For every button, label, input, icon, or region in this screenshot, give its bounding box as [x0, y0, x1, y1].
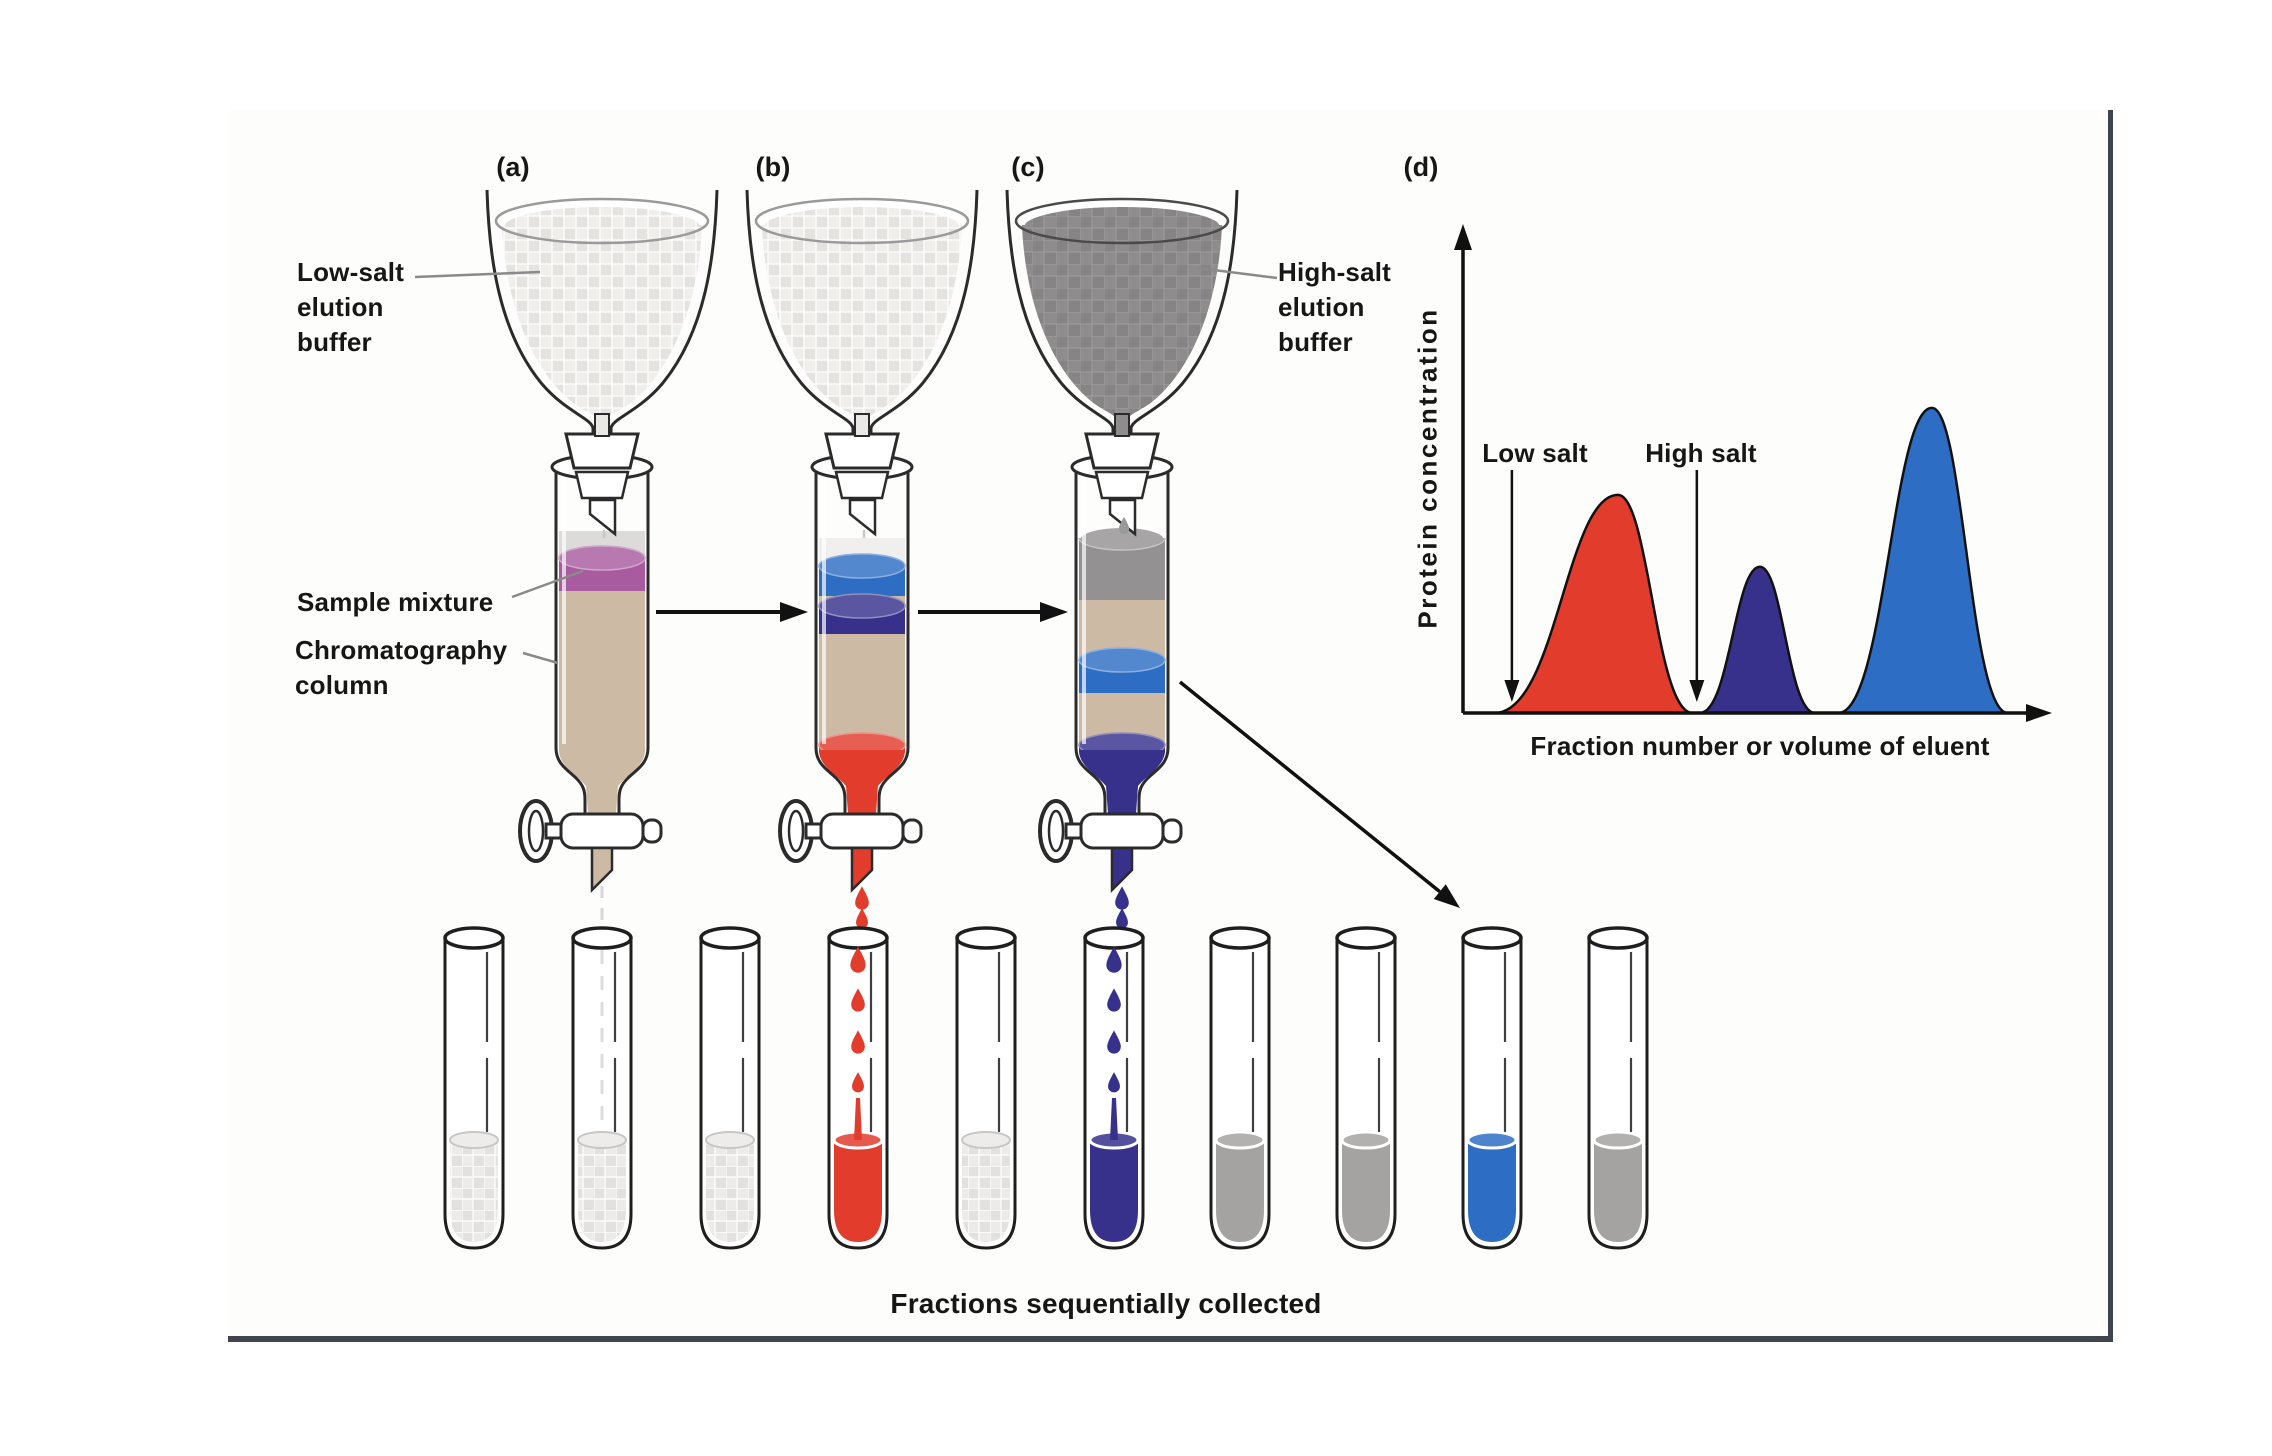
column-glass — [810, 413, 914, 814]
stopcock — [518, 799, 663, 928]
stopcock — [778, 799, 923, 929]
test-tube-9 — [1461, 926, 1523, 1250]
leader-high-salt-buffer — [1197, 266, 1278, 280]
band-column-packing — [559, 591, 645, 752]
chart-peak-red — [1494, 493, 1694, 715]
stopcock-barrel — [819, 812, 905, 850]
tube-liquid-tube_gray — [1216, 1140, 1264, 1242]
column-contents — [1077, 524, 1167, 814]
tube-liquid-tube_gray — [1342, 1140, 1390, 1242]
tube-liquid-red — [834, 1140, 882, 1242]
funnel-liquid — [762, 225, 962, 452]
panel-letter-b: (b) — [755, 152, 791, 182]
column-glass — [550, 413, 654, 814]
panel-letter-c: (c) — [1011, 152, 1045, 182]
label-low-salt-buffer: Low-salt elution buffer — [297, 255, 404, 360]
funnel-liquid — [1022, 225, 1222, 452]
label-line: Low-salt — [297, 257, 405, 287]
label-chromatography-column: Chromatography column — [295, 633, 507, 703]
drip-spout — [588, 498, 617, 537]
chart-panel-d — [1454, 224, 2052, 722]
stopper — [824, 432, 900, 470]
tube-liquid-light — [450, 1140, 498, 1242]
tube-liquid-blue — [1468, 1140, 1516, 1242]
stopcock-barrel — [1079, 812, 1165, 850]
flow-arrows — [656, 602, 1460, 908]
panel-letter-a: (a) — [496, 152, 530, 182]
leader-chromatography-column — [522, 651, 559, 665]
funnel-liquid — [502, 225, 702, 452]
chart-x-axis-label: Fraction number or volume of eluent — [1530, 731, 1990, 761]
tube-liquid-light — [706, 1140, 754, 1242]
label-high-salt-buffer: High-salt elution buffer — [1278, 255, 1391, 360]
label-line: column — [295, 670, 389, 700]
drip-spout — [848, 498, 877, 537]
panel-letter-d: (d) — [1403, 152, 1439, 182]
column-assembly-c — [1005, 189, 1239, 929]
column-assembly-a — [485, 189, 719, 928]
chart-peak-navy — [1699, 565, 1816, 715]
outlet-tip — [850, 846, 874, 894]
test-tube-7 — [1209, 926, 1271, 1250]
label-line: buffer — [1278, 327, 1353, 357]
tube-liquid-navy — [1090, 1140, 1138, 1242]
stopcock-barrel — [559, 812, 645, 850]
funnel-c — [1005, 189, 1239, 452]
test-tube-1 — [443, 926, 505, 1250]
label-line: Chromatography — [295, 635, 508, 665]
label-sample-mixture: Sample mixture — [297, 587, 494, 617]
stopcock — [1038, 799, 1183, 929]
figure-caption: Fractions sequentially collected — [890, 1288, 1322, 1319]
band-column-packing — [819, 634, 905, 745]
chart-peak-blue — [1837, 406, 2009, 715]
stopper — [1084, 432, 1160, 470]
leader-low-salt-buffer — [414, 270, 541, 279]
test-tube-5 — [955, 926, 1017, 1250]
column-contents — [818, 538, 906, 814]
tube-liquid-light — [578, 1140, 626, 1242]
label-line: buffer — [297, 327, 372, 357]
chart-y-axis-label: Protein concentration — [1412, 307, 1443, 629]
chart-annotation-low-salt: Low salt — [1482, 438, 1588, 468]
frame-bottom-border — [228, 1336, 2113, 1342]
outlet-tip — [590, 846, 614, 894]
column-assembly-b — [745, 189, 979, 929]
test-tube-10 — [1587, 926, 1649, 1250]
test-tube-3 — [699, 926, 761, 1250]
drip-spout — [1108, 498, 1137, 537]
frame-right-border — [2108, 110, 2113, 1342]
test-tube-4 — [827, 926, 889, 1250]
outlet-tip — [1110, 846, 1134, 894]
test-tube-8 — [1335, 926, 1397, 1250]
funnel-b — [745, 189, 979, 452]
column-glass — [1070, 413, 1174, 814]
leader-sample-mixture — [511, 569, 584, 599]
test-tube-2 — [571, 926, 633, 1250]
funnel-a — [485, 189, 719, 452]
stopper — [564, 432, 640, 470]
test-tube-6 — [1083, 926, 1145, 1250]
column-contents — [558, 531, 646, 814]
label-line: elution — [1278, 292, 1365, 322]
leader-lines — [414, 266, 1278, 665]
tube-liquid-tube_gray — [1594, 1140, 1642, 1242]
label-line: High-salt — [1278, 257, 1392, 287]
tube-liquid-light — [962, 1140, 1010, 1242]
chart-annotation-high-salt: High salt — [1645, 438, 1757, 468]
label-line: elution — [297, 292, 384, 322]
